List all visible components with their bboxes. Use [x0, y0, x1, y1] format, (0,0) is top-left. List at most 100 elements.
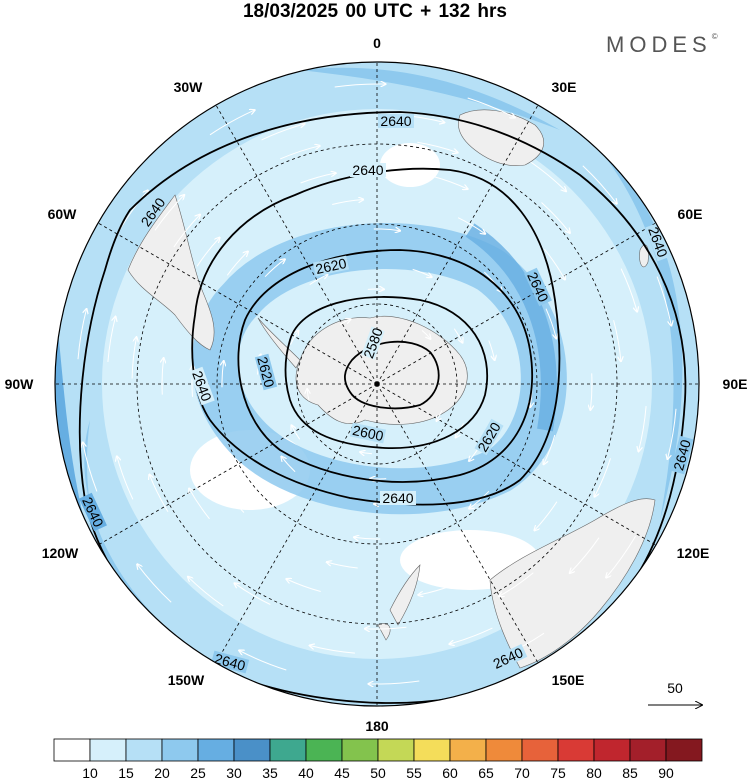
- colorbar: 10 15 20 25 30 35 40 45 50 55 60 65 70 75 80 85 90: [53, 738, 703, 781]
- contour-label-bg: [361, 326, 385, 360]
- wind-streamline: [639, 406, 647, 451]
- south-america: [127, 194, 215, 351]
- wind-streamline: [595, 458, 611, 496]
- wind-streamline: [421, 330, 430, 339]
- colorbar-swatch: [53, 738, 91, 762]
- wind-streamline: [117, 456, 134, 500]
- contour-label-bg: [645, 222, 671, 262]
- colorbar-swatch: [305, 738, 343, 762]
- colorbar-tick-label: 80: [586, 765, 602, 781]
- lon-label-90w: 90W: [5, 376, 35, 392]
- wind-streamline: [620, 268, 637, 312]
- contour-label-text: 2600: [351, 422, 385, 444]
- wind-streamline: [437, 410, 443, 421]
- land-masses: [127, 109, 656, 669]
- brand-name: MODES: [606, 32, 712, 57]
- wind-streamline: [417, 141, 457, 152]
- wind-streamline: [606, 535, 637, 578]
- lon-label-60w: 60W: [48, 206, 78, 222]
- contour-2640-inner: [191, 167, 561, 506]
- contour-label-text: 2640: [352, 162, 383, 178]
- contour-2580: [344, 340, 440, 410]
- wind-streamline: [354, 537, 381, 539]
- map-border: [54, 61, 700, 707]
- lon-label-60e: 60E: [678, 206, 703, 222]
- lon-label-30w: 30W: [174, 79, 204, 95]
- wind-streamline: [239, 651, 287, 671]
- wind-streamline: [196, 238, 220, 267]
- wind-streamline: [369, 680, 420, 684]
- contour-label-bg: [670, 435, 694, 475]
- lon-label-90e: 90E: [723, 376, 748, 392]
- wind-streamline: [488, 340, 495, 361]
- wind-streamline: [149, 475, 169, 513]
- wind-streamline: [310, 646, 355, 654]
- graticule: [55, 62, 699, 706]
- map-disk: 2580 2600 2620 2620 2620 2640 2640 2640 …: [55, 62, 699, 706]
- colorbar-swatch: [449, 738, 487, 762]
- colorbar-tick-label: 55: [406, 765, 422, 781]
- colorbar-tick-label: 85: [622, 765, 638, 781]
- contour-label-bg: [488, 644, 528, 672]
- wind-streamline: [541, 202, 570, 233]
- wind-streamline: [83, 442, 98, 492]
- wind-streamline: [261, 124, 305, 141]
- wind-streamline: [530, 161, 566, 191]
- contour-label-bg: [349, 422, 387, 444]
- wind-streamline: [499, 572, 534, 597]
- contour-label-2640: 2640: [350, 162, 386, 178]
- wind-streamline: [252, 476, 271, 497]
- wind-streamline: [173, 215, 200, 248]
- contour-label-2600: 2600: [349, 422, 387, 444]
- contour-label-bg: [312, 255, 350, 277]
- colorbar-tick-label: 30: [226, 765, 242, 781]
- wind-streamline: [107, 317, 116, 362]
- wind-streamline: [360, 452, 373, 454]
- colorbar-tick-label: 70: [514, 765, 530, 781]
- colorbar-tick-label: 75: [550, 765, 566, 781]
- speed-ring-inner: [192, 223, 567, 515]
- contour-label-bg: [254, 353, 278, 391]
- wind-streamline: [469, 490, 490, 508]
- colorbar-swatch: [233, 738, 271, 762]
- wind-streamline: [590, 373, 592, 410]
- contour-label-bg: [378, 114, 414, 128]
- lon-label-150w: 150W: [168, 672, 205, 688]
- contour-label-bg: [380, 491, 416, 505]
- wind-streamline: [582, 165, 617, 204]
- contour-2620: [237, 249, 534, 483]
- lon-label-0: 0: [373, 35, 381, 51]
- lon-label-120e: 120E: [677, 545, 710, 561]
- contour-label-bg: [350, 163, 386, 177]
- wind-streamline: [457, 217, 485, 234]
- contour-label-bg: [136, 193, 170, 231]
- colorbar-tick-label: 15: [118, 765, 134, 781]
- antarctic-peninsula: [257, 317, 301, 369]
- colorbar-tick-label: 10: [82, 765, 98, 781]
- wind-streamline: [281, 457, 296, 473]
- wind-streamline: [668, 408, 677, 459]
- wind-streamline: [339, 319, 351, 326]
- wind-streamline: [453, 328, 462, 343]
- colorbar-tick-label: 40: [298, 765, 314, 781]
- south-pole-marker: [374, 381, 380, 387]
- wind-streamline: [467, 97, 515, 118]
- colorbar-tick-label: 25: [190, 765, 206, 781]
- wind-streamline: [292, 425, 301, 440]
- wind-streamline: [418, 584, 454, 595]
- wind-streamline: [656, 276, 671, 326]
- lon-label-30e: 30E: [552, 79, 577, 95]
- colorbar-swatch: [197, 738, 235, 762]
- speed-core-inner-east: [465, 223, 557, 432]
- wind-streamline: [154, 195, 184, 231]
- antarctica: [295, 315, 468, 425]
- wind-streamline: [286, 579, 321, 592]
- colorbar-swatch: [629, 738, 667, 762]
- contour-label-text: 2620: [254, 355, 278, 389]
- colorbar-swatch: [521, 738, 559, 762]
- wind-streamline: [189, 489, 210, 520]
- colorbar-tick-label: 35: [262, 765, 278, 781]
- wind-streamline: [365, 627, 407, 629]
- colorbar-tick-label: 90: [658, 765, 674, 781]
